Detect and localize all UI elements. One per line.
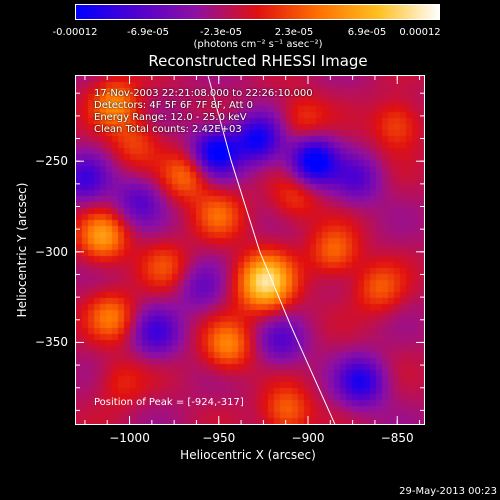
colorbar	[75, 4, 440, 20]
colorbar-tick: -6.9e-05	[127, 27, 169, 38]
colorbar-tick: 6.9e-05	[347, 27, 387, 38]
x-tick-label: −950	[202, 431, 236, 445]
info-clean-counts: Clean Total counts: 2.42E+03	[94, 124, 242, 135]
info-time-range: 17-Nov-2003 22:21:08.000 to 22:26:10.000	[94, 88, 313, 99]
plot-area	[75, 75, 425, 425]
colorbar-tick: -0.00012	[52, 27, 98, 38]
x-tick-label: −900	[291, 431, 325, 445]
info-detectors: Detectors: 4F 5F 6F 7F 8F, Att 0	[94, 100, 254, 111]
colorbar-tick: 0.00012	[399, 27, 441, 38]
x-tick-label: −850	[380, 431, 414, 445]
timestamp: 29-May-2013 00:23	[399, 486, 497, 497]
colorbar-tick: -2.3e-05	[200, 27, 242, 38]
plot-overlay	[207, 76, 336, 424]
colorbar-gradient	[76, 5, 439, 19]
chart-title: Reconstructed RHESSI Image	[148, 52, 368, 70]
heatmap-image	[76, 76, 424, 424]
y-tick-label: −250	[35, 154, 68, 169]
x-tick-label: −1000	[109, 431, 150, 445]
peak-position-label: Position of Peak = [-924,-317]	[94, 397, 244, 408]
y-tick-label: −350	[35, 335, 68, 350]
solar-limb-line	[207, 76, 336, 424]
colorbar-unit: (photons cm⁻² s⁻¹ asec⁻²)	[193, 39, 323, 50]
colorbar-tick: 2.3e-05	[274, 27, 314, 38]
y-tick-label: −300	[35, 244, 68, 259]
x-axis-label: Heliocentric X (arcsec)	[180, 448, 316, 462]
info-energy-range: Energy Range: 12.0 - 25.0 keV	[94, 112, 247, 123]
y-axis-label: Heliocentric Y (arcsec)	[15, 182, 29, 318]
